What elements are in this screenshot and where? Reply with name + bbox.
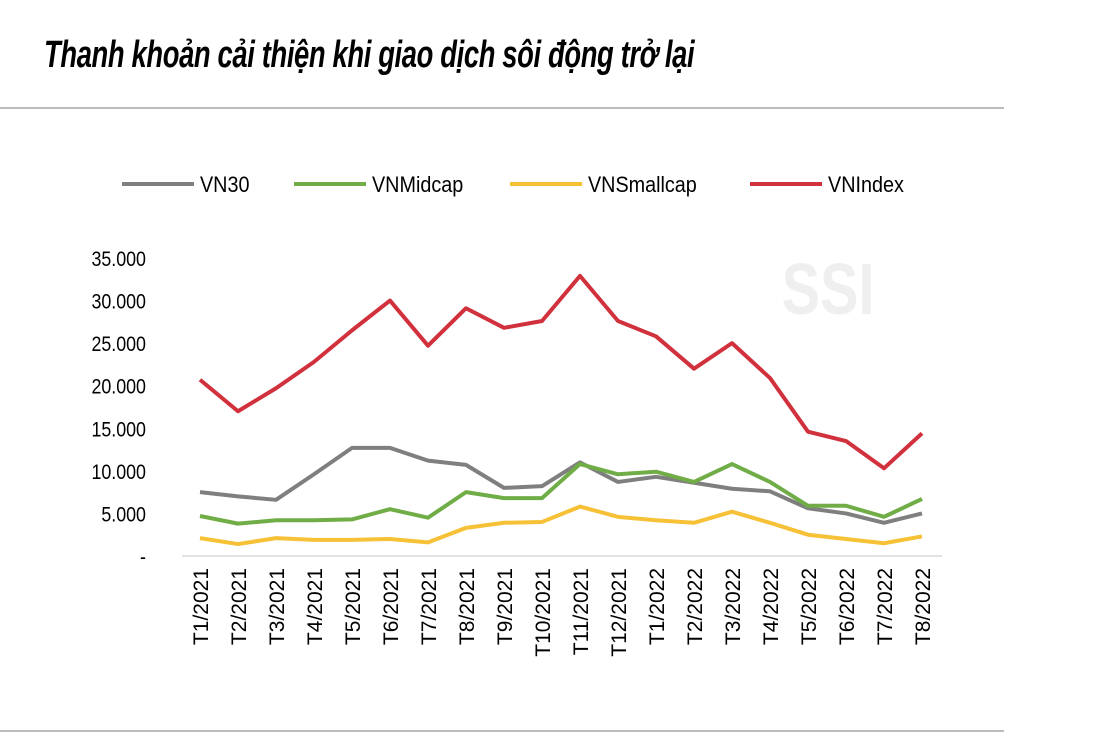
y-tick-label: 30.000 bbox=[91, 290, 146, 314]
x-tick-label: T10/2021 bbox=[532, 568, 555, 657]
x-tick-label: T6/2021 bbox=[380, 568, 403, 645]
series-line-vnmidcap bbox=[199, 462, 923, 526]
x-tick-label: T1/2021 bbox=[190, 568, 213, 645]
y-tick-label: 10.000 bbox=[91, 461, 146, 485]
bottom-divider bbox=[0, 730, 1004, 732]
x-tick-label: T8/2021 bbox=[456, 568, 479, 645]
x-tick-label: T12/2021 bbox=[608, 568, 631, 657]
x-tick-label: T7/2022 bbox=[874, 568, 897, 645]
legend-label: VNMidcap bbox=[372, 173, 463, 197]
x-tick-label: T2/2022 bbox=[684, 568, 707, 645]
legend-label: VN30 bbox=[200, 173, 249, 197]
series-line-vnsmallcap bbox=[199, 504, 923, 547]
x-tick-label: T1/2022 bbox=[646, 568, 669, 645]
x-tick-label: T5/2021 bbox=[342, 568, 365, 645]
series-line-vn30 bbox=[199, 445, 923, 525]
chart-title: Thanh khoản cải thiện khi giao dịch sôi … bbox=[44, 34, 695, 76]
top-divider bbox=[0, 107, 1004, 109]
x-tick-label: T6/2022 bbox=[836, 568, 859, 645]
x-tick-label: T8/2022 bbox=[912, 568, 935, 645]
legend-label: VNSmallcap bbox=[588, 173, 697, 197]
x-tick-label: T5/2022 bbox=[798, 568, 821, 645]
x-tick-label: T2/2021 bbox=[228, 568, 251, 645]
watermark-logo: SSI bbox=[782, 249, 875, 330]
x-tick-label: T4/2022 bbox=[760, 568, 783, 645]
y-tick-label: 15.000 bbox=[91, 418, 146, 442]
y-tick-label: 35.000 bbox=[91, 248, 146, 272]
x-tick-label: T7/2021 bbox=[418, 568, 441, 645]
y-tick-label: 25.000 bbox=[91, 333, 146, 357]
x-tick-label: T11/2021 bbox=[570, 568, 593, 655]
x-tick-label: T4/2021 bbox=[304, 568, 327, 645]
y-tick-label: 5.000 bbox=[101, 503, 146, 527]
legend-label: VNIndex bbox=[828, 173, 904, 197]
y-tick-label: 20.000 bbox=[91, 375, 146, 399]
y-tick-label: - bbox=[140, 546, 146, 570]
x-tick-label: T9/2021 bbox=[494, 568, 517, 645]
x-tick-label: T3/2022 bbox=[722, 568, 745, 645]
x-tick-label: T3/2021 bbox=[266, 568, 289, 645]
series-line-vnindex bbox=[198, 273, 924, 471]
